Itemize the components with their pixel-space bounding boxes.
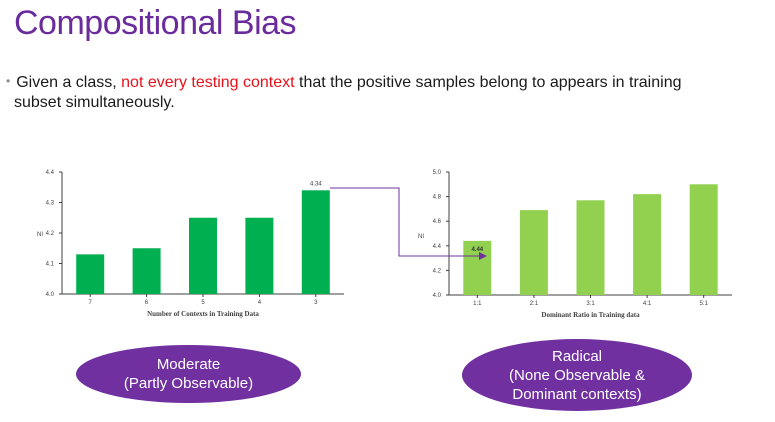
left-chart-bar — [245, 217, 274, 294]
right-chart-ytick-label: 4.8 — [433, 195, 442, 201]
right-chart-xtick-label: 1:1 — [473, 301, 482, 307]
left-chart-ytick-label: 4.1 — [46, 262, 55, 268]
left-chart-xtick-label: 7 — [89, 300, 93, 306]
charts-area: 4.0 4.1 4.2 4.3 4.4 NI 7 6 5 4 3 4.34 Number of Cont… — [37, 170, 732, 319]
right-chart-data-label: 4.44 — [471, 247, 483, 253]
left-chart-xtick-label: 4 — [258, 300, 262, 306]
right-chart-ytick-label: 4.2 — [433, 268, 442, 274]
left-chart-bar — [189, 217, 217, 294]
radical-label: Radical (None Observable & Dominant cont… — [462, 339, 692, 411]
left-chart-x-label: Number of Contexts in Training Data — [147, 310, 259, 318]
left-chart-xtick-label: 3 — [314, 300, 318, 306]
radical-label-line3: Dominant contexts) — [512, 385, 642, 403]
left-chart-bar — [76, 254, 105, 294]
left-chart-xtick-label: 6 — [145, 300, 149, 306]
right-chart-ytick-label: 4.6 — [433, 219, 442, 225]
left-chart-bar — [132, 248, 161, 294]
right-chart-xtick-label: 3:1 — [586, 301, 595, 307]
right-chart-xtick-label: 2:1 — [530, 301, 539, 307]
right-chart-xtick-label: 5:1 — [700, 301, 709, 307]
right-chart-ytick-label: 4.0 — [433, 293, 442, 299]
left-chart-xtick-label: 5 — [201, 300, 205, 306]
bullet-dot-icon: • — [6, 74, 11, 88]
right-chart-bar — [519, 210, 548, 295]
bullet-text: • Given a class, not every testing contex… — [6, 71, 766, 113]
bullet-text-before: Given a class, — [16, 74, 122, 91]
moderate-label: Moderate (Partly Observable) — [76, 345, 301, 403]
left-chart-ytick-label: 4.0 — [46, 292, 55, 298]
right-chart-y-label: NI — [418, 234, 424, 240]
right-chart-bar — [463, 240, 492, 295]
radical-label-line2: (None Observable & — [509, 366, 645, 384]
left-chart-bar — [301, 190, 330, 294]
right-chart-xtick-label: 4:1 — [643, 301, 652, 307]
left-chart-ytick-label: 4.3 — [46, 201, 55, 207]
left-chart-y-label: NI — [37, 232, 43, 238]
right-chart-bar — [633, 194, 662, 295]
connector-arrow — [330, 187, 487, 260]
bullet-highlight: not every testing context — [121, 74, 295, 91]
right-chart-bar — [576, 200, 605, 295]
left-chart-data-label: 4.34 — [310, 181, 322, 187]
right-chart-ytick-label: 4.4 — [433, 244, 442, 250]
radical-label-line1: Radical — [551, 347, 603, 365]
right-chart-x-label: Dominant Ratio in Training data — [541, 311, 640, 319]
moderate-label-line1: Moderate — [156, 356, 221, 373]
bullet-line2: subset simultaneously. — [14, 94, 175, 111]
chart-dominant-ratio: 4.0 4.2 4.4 4.6 4.8 5.0 NI 1:1 4.44 2:1 3:1 4:1 5:1 D… — [418, 170, 732, 319]
right-chart-bar — [689, 184, 718, 295]
moderate-label-line2: (Partly Observable) — [123, 375, 254, 392]
chart-contexts: 4.0 4.1 4.2 4.3 4.4 NI 7 6 5 4 3 4.34 Number of Cont… — [37, 170, 344, 318]
left-chart-ytick-label: 4.4 — [46, 170, 55, 176]
slide-title: Compositional Bias — [14, 4, 297, 42]
right-chart-ytick-label: 5.0 — [433, 170, 442, 176]
bullet-text-after: that the positive samples belong to appe… — [294, 74, 682, 91]
left-chart-ytick-label: 4.2 — [46, 231, 55, 237]
